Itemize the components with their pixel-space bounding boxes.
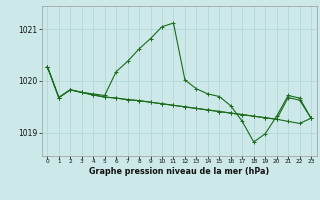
X-axis label: Graphe pression niveau de la mer (hPa): Graphe pression niveau de la mer (hPa) bbox=[89, 167, 269, 176]
